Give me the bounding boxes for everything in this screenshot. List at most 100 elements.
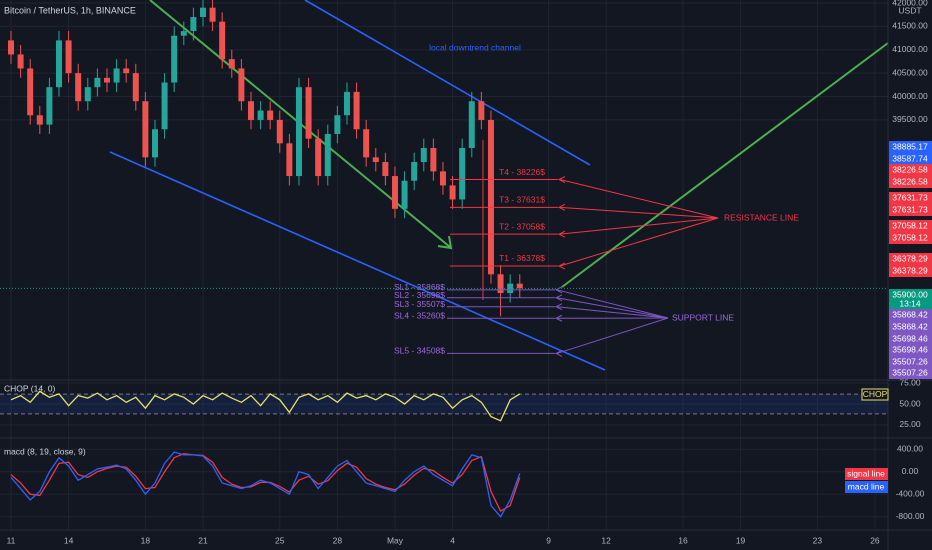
candle-body [180,31,187,36]
stop-arrow-line [556,317,669,354]
candle-body [209,7,216,22]
candle-body [27,68,34,116]
candle-body [372,157,379,163]
y-tick-label: 50.00 [899,398,921,408]
candle-body [449,185,456,200]
candle-body [286,143,293,177]
candle-body [190,17,197,32]
candle-body [132,73,139,102]
x-tick-label: 18 [141,535,151,545]
legend-label: signal line [847,468,885,478]
legend-label: macd line [848,481,885,491]
channel-label: local downtrend channel [429,42,521,52]
candle-body [295,87,302,177]
y-tick-label: -400.00 [896,488,925,498]
candle-body [238,68,245,102]
target-arrow-line [559,217,719,267]
candle-body [487,119,494,275]
candle-body [343,91,350,116]
candle-body [113,68,120,83]
x-tick-label: May [387,535,404,545]
price-label-box [889,141,932,153]
price-label: 35698.46 [892,344,928,354]
x-tick-label: 26 [870,535,880,545]
candle-body [151,129,158,158]
price-label-box [889,321,932,333]
candle-body [401,180,408,209]
candle-body [478,101,485,120]
legend-box [845,481,888,493]
price-label-box [889,232,932,244]
price-label-box [889,309,932,321]
x-tick-label: 9 [546,535,551,545]
support-label: SUPPORT LINE [672,312,734,322]
arrow-head [554,294,563,302]
series-line [10,453,521,513]
candle-body [36,115,43,125]
arrow-head [557,176,566,183]
candle-body [171,35,178,83]
candle-body [516,283,523,289]
stop-label: SL5 - 34508$ [394,346,445,356]
candle-body [199,7,206,18]
candle-body [267,110,274,120]
candle-body [219,21,226,60]
x-tick-label: 11 [7,535,16,545]
price-label: 38226.58 [892,176,928,186]
x-tick-label: 12 [601,535,611,545]
x-tick-label: 19 [736,535,746,545]
price-label: 38226.58 [892,164,928,174]
last-price-box [889,289,932,311]
candle-body [257,110,264,120]
price-label: 35507.26 [892,367,928,377]
x-tick-label: 25 [275,535,285,545]
candle-body [420,147,427,163]
candle-body [334,115,341,134]
candle-body [94,77,101,88]
target-arrow-line [559,206,719,219]
series-line [10,451,521,518]
price-label-box [889,265,932,277]
x-tick-label: 16 [678,535,688,545]
price-label: 36378.29 [892,265,928,275]
candle-body [75,73,82,102]
price-label-box [889,192,932,204]
arrow-head [557,262,566,270]
target-label: T4 - 38226$ [499,167,545,177]
candle-body [305,87,312,139]
price-label: 35507.26 [892,356,928,366]
stop-arrow-line [556,289,669,319]
series-line [10,390,521,422]
price-label-box [889,333,932,345]
stop-label: SL2 - 35698$ [394,290,445,300]
chart-title: Bitcoin / TetherUS, 1h, BINANCE [4,5,136,15]
stop-label: SL1 - 35868$ [394,282,445,292]
candle-body [382,162,389,177]
stop-arrow-line [556,306,669,319]
y-tick-label: 25.00 [899,419,921,429]
price-label-box [889,204,932,216]
x-tick-label: 21 [198,535,208,545]
x-tick-label: 28 [333,535,343,545]
candle-body [55,40,62,88]
target-label: T2 - 37058$ [499,221,545,231]
target-label: T1 - 36378$ [499,253,545,263]
candle-body [363,129,370,158]
candle-body [17,54,24,69]
price-label-box [889,344,932,356]
legend-box [845,468,888,480]
y-tick-label: 40500.00 [892,67,928,77]
y-tick-label: 0.00 [902,466,919,476]
stop-label: SL3 - 35507$ [394,299,445,309]
band-fill [0,394,888,414]
candle-body [276,119,283,144]
candle-body [228,59,235,69]
channel-upper [304,0,591,166]
price-label: 35868.42 [892,309,928,319]
price-label-box [889,176,932,188]
candle-body [247,101,254,120]
target-label: T3 - 37631$ [499,195,545,205]
price-label-box [889,220,932,232]
